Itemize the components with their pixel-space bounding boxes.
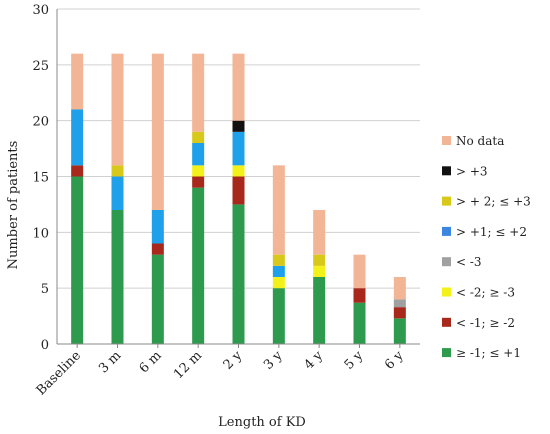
bar-segment	[192, 165, 205, 177]
legend-label: > +1; ≤ +2	[456, 225, 527, 239]
bar-segment	[192, 187, 205, 344]
bar-segment	[353, 288, 366, 303]
bar-segment	[192, 53, 205, 132]
x-axis-label: Length of KD	[218, 415, 306, 430]
bar-segment	[232, 120, 245, 132]
bar-segment	[151, 243, 164, 255]
legend-label: > + 2; ≤ +3	[456, 195, 531, 209]
legend-swatch	[442, 317, 451, 327]
bar-segment	[111, 176, 124, 210]
x-tick-label: 2 y	[221, 348, 246, 373]
bar-segment	[232, 53, 245, 121]
legend-swatch	[442, 257, 451, 267]
legend-label: > +3	[456, 164, 488, 178]
bar-segment	[111, 165, 124, 177]
x-tick-label: 5 y	[342, 348, 367, 373]
bar-segment	[313, 254, 326, 266]
x-tick-label: 12 m	[171, 348, 205, 382]
x-tick-label: 6 m	[137, 348, 165, 376]
bar-segment	[393, 277, 406, 300]
axes	[56, 9, 420, 348]
y-tick-label: 5	[41, 282, 49, 297]
legend-swatch	[442, 196, 451, 206]
legend-swatch	[442, 226, 451, 236]
bar-segment	[111, 53, 124, 166]
bar-segment	[151, 210, 164, 244]
x-tick-label: 6 y	[382, 348, 407, 373]
y-tick-label: 0	[41, 338, 49, 353]
bar-segment	[393, 318, 406, 344]
bar-segment	[71, 53, 84, 110]
bar-segment	[272, 288, 285, 344]
legend-swatch	[442, 348, 451, 358]
bar-segment	[272, 265, 285, 277]
bar-segment	[272, 277, 285, 289]
bar-segment	[151, 254, 164, 344]
legend-label: < -2; ≥ -3	[456, 286, 515, 300]
x-tick-label: Baseline	[34, 348, 84, 398]
bar-segment	[313, 277, 326, 344]
bar-segment	[192, 131, 205, 143]
y-tick-label: 15	[32, 171, 49, 186]
bar-segment	[393, 307, 406, 319]
legend-swatch	[442, 287, 451, 297]
legend-label: ≥ -1; ≤ +1	[456, 346, 521, 360]
bar-segment	[71, 165, 84, 177]
bar-segment	[192, 176, 205, 188]
legend-swatch	[442, 136, 451, 145]
bar-segment	[353, 254, 366, 289]
bar-segment	[313, 265, 326, 277]
bar-segment	[71, 109, 84, 166]
y-tick-label: 10	[32, 226, 49, 241]
legend-label: < -1; ≥ -2	[456, 316, 515, 330]
x-tick-label: 3 y	[261, 348, 286, 373]
x-tick-label: 4 y	[301, 348, 326, 373]
legend-label: < -3	[456, 255, 482, 269]
bar-segment	[232, 204, 245, 344]
legend-label: No data	[456, 134, 504, 148]
y-tick-label: 20	[32, 115, 49, 130]
bar-segment	[353, 302, 366, 344]
legend-swatch	[442, 166, 451, 176]
legend: No data > +3 > + 2; ≤ +3 > +1; ≤ +2 < -3 < -2…	[442, 134, 531, 360]
bar-segment	[232, 176, 245, 205]
bar-segment	[232, 165, 245, 177]
x-tick-labels: Baseline 3 m 6 m 12 m 2 y 3 y 4 y 5 y 6 y	[34, 348, 407, 399]
bar-segment	[151, 53, 164, 210]
x-tick-label: 3 m	[96, 348, 124, 376]
bar-segment	[313, 210, 326, 255]
y-tick-label: 30	[32, 3, 49, 18]
y-axis-label: Number of patients	[6, 141, 21, 270]
bar-segment	[393, 299, 406, 308]
bar-segment	[192, 143, 205, 166]
y-tick-labels: 0 5 10 15 20 25 30	[32, 3, 49, 353]
y-tick-label: 25	[32, 59, 49, 74]
bar-segment	[111, 210, 124, 344]
bar-segment	[272, 165, 285, 255]
bar-segment	[272, 254, 285, 266]
bar-segment	[232, 131, 245, 166]
bar-segment	[71, 176, 84, 344]
bars	[71, 53, 406, 344]
